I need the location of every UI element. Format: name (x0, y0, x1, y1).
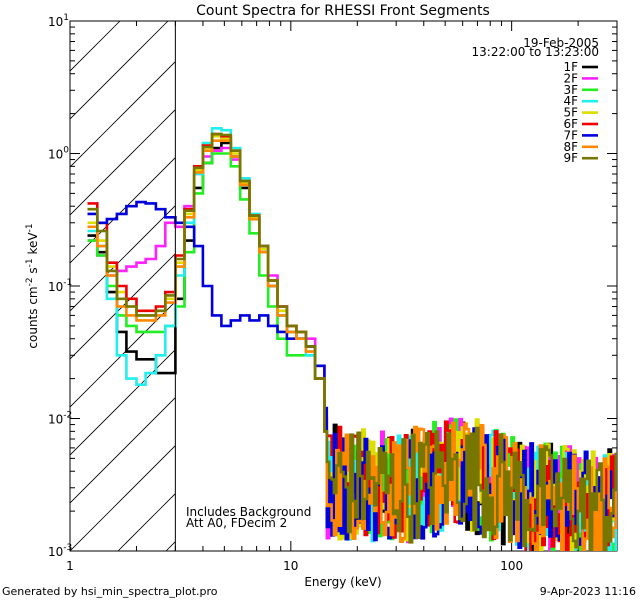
annotation-background: Includes Background (186, 505, 311, 519)
time-range-label: 13:22:00 to 13:23:00 (472, 45, 599, 59)
hatch-line (70, 205, 176, 312)
legend-label-4f: 4F (563, 94, 578, 108)
annotation-attenuator: Att A0, FDecim 2 (186, 516, 287, 530)
x-axis-label: Energy (keV) (304, 575, 381, 589)
date-label: 19-Feb-2005 (523, 36, 599, 50)
hatch-line (70, 253, 176, 360)
hatch-line (70, 61, 176, 168)
hatch-line (70, 157, 176, 264)
hatch-line (70, 21, 169, 120)
x-tick-label: 10 (283, 559, 298, 573)
series-lines (87, 127, 617, 551)
y-tick-label: 10-2 (48, 411, 72, 427)
y-tick-label: 10-1 (48, 278, 72, 294)
legend-label-2f: 2F (563, 71, 578, 85)
y-axis-label: counts cm-2 s-1 keV-1 (25, 223, 40, 348)
series-line-9f (87, 132, 617, 551)
y-tick-label: 101 (48, 13, 69, 29)
legend-label-6f: 6F (563, 117, 578, 131)
axis-ticks (69, 21, 618, 552)
chart-title: Count Spectra for RHESSI Front Segments (196, 3, 490, 19)
x-tick-label: 1 (66, 559, 74, 573)
footer-date: 9-Apr-2023 11:16 (540, 585, 636, 598)
x-tick-labels: 1 10 100 (66, 559, 523, 573)
legend-label-1f: 1F (563, 60, 578, 74)
x-tick-label: 100 (500, 559, 523, 573)
hatch-line (70, 445, 176, 551)
hatch-line (70, 397, 176, 504)
legend-label-3f: 3F (563, 83, 578, 97)
y-tick-label: 100 (48, 146, 69, 162)
footer-generated-by: Generated by hsi_min_spectra_plot.pro (2, 585, 218, 598)
y-tick-labels: 101 100 10-1 10-2 10-3 (48, 13, 72, 559)
legend-label-8f: 8F (563, 140, 578, 154)
legend-label-7f: 7F (563, 128, 578, 142)
hatch-line (70, 109, 176, 216)
hatched-region (70, 21, 176, 551)
y-tick-label: 10-3 (48, 543, 72, 559)
legend-label-9f: 9F (563, 151, 578, 165)
legend-label-5f: 5F (563, 106, 578, 120)
